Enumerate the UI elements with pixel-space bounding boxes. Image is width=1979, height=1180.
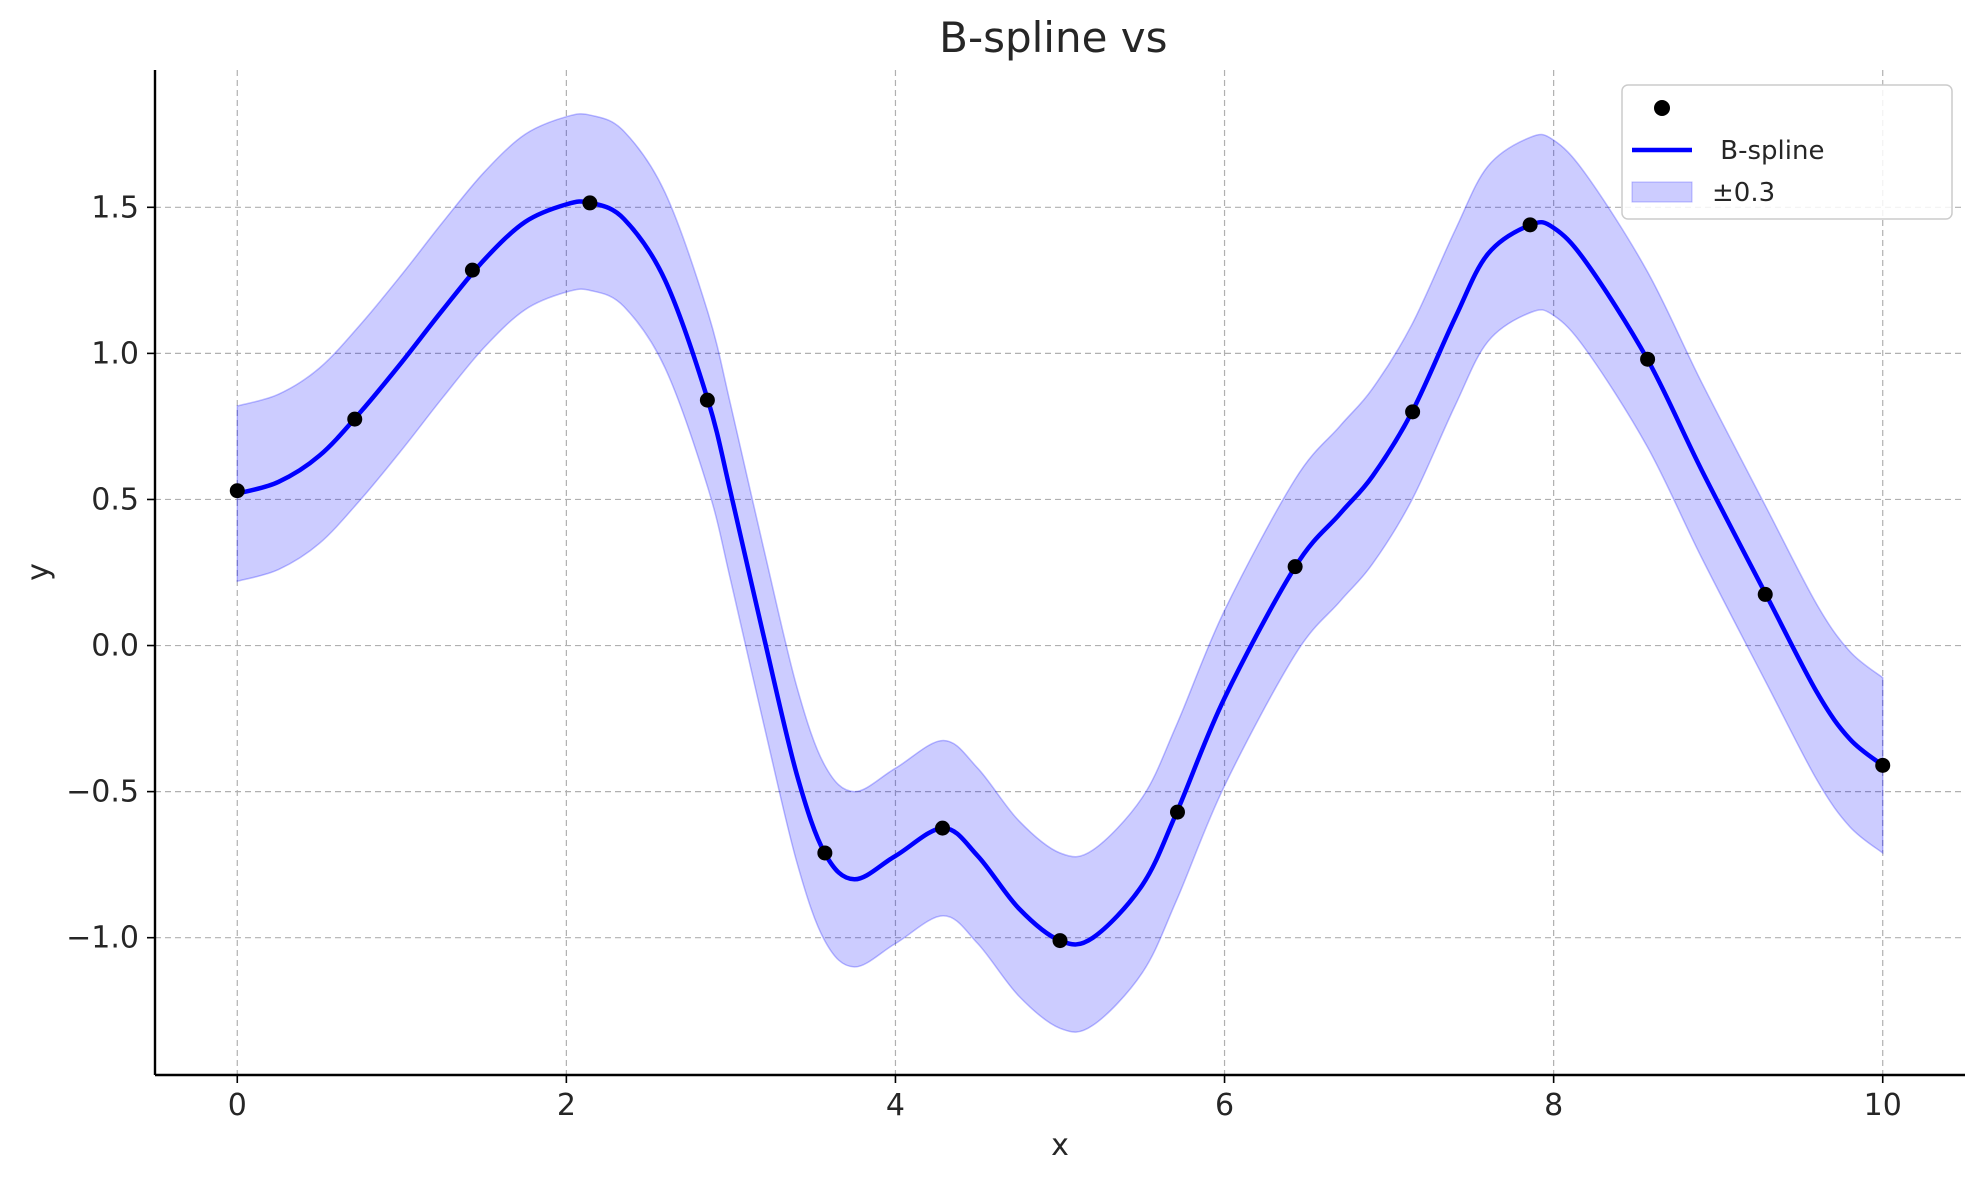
confidence-band — [237, 114, 1882, 1032]
data-point — [1170, 805, 1185, 820]
legend-label-band: 𒭑𒭑𒭑𒭑𒭑𒭑±0.3𒭑 — [1712, 178, 1775, 208]
y-tick-label: 0.0 — [91, 629, 139, 664]
data-point — [230, 483, 245, 498]
data-point — [700, 393, 715, 408]
data-point — [817, 845, 832, 860]
data-point — [1288, 559, 1303, 574]
x-tick-label: 4 — [886, 1088, 905, 1123]
data-point — [1405, 404, 1420, 419]
x-tick-label: 0 — [228, 1088, 247, 1123]
data-point — [935, 821, 950, 836]
legend-marker-data-points — [1654, 100, 1670, 116]
data-point — [1523, 217, 1538, 232]
legend-marker-band — [1632, 182, 1692, 202]
x-tick-label: 8 — [1544, 1088, 1563, 1123]
x-tick-label: 10 — [1864, 1088, 1902, 1123]
y-tick-label: 1.5 — [91, 190, 139, 225]
x-axis-label: x — [1051, 1128, 1069, 1163]
data-point — [1875, 758, 1890, 773]
x-tick-label: 6 — [1215, 1088, 1234, 1123]
data-point — [1758, 587, 1773, 602]
band-layer — [237, 114, 1882, 1032]
data-point — [347, 412, 362, 427]
data-point — [465, 263, 480, 278]
data-point — [1053, 933, 1068, 948]
y-tick-label: −0.5 — [66, 775, 139, 810]
y-axis-label: y — [21, 563, 56, 581]
legend-label-spline: 𒭑𒭑 B-spline 𒭑𒭑𒭑𒭑 — [1712, 136, 1833, 166]
y-tick-label: −1.0 — [66, 921, 139, 956]
data-point — [582, 195, 597, 210]
x-tick-label: 2 — [557, 1088, 576, 1123]
y-tick-label: 0.5 — [91, 482, 139, 517]
chart-title: B-spline𒭑𒭑𒭑𒭑𒭑𒭑 vs 𒭑𒭑𒭑𒭑𒭑 — [939, 13, 1181, 62]
data-point — [1640, 352, 1655, 367]
legend: 𒭑𒭑𒭑𒭑𒭑 𒭑𒭑 B-spline 𒭑𒭑𒭑𒭑 𒭑𒭑𒭑𒭑𒭑𒭑±0.3𒭑 — [1622, 85, 1952, 219]
y-tick-label: 1.0 — [91, 336, 139, 371]
